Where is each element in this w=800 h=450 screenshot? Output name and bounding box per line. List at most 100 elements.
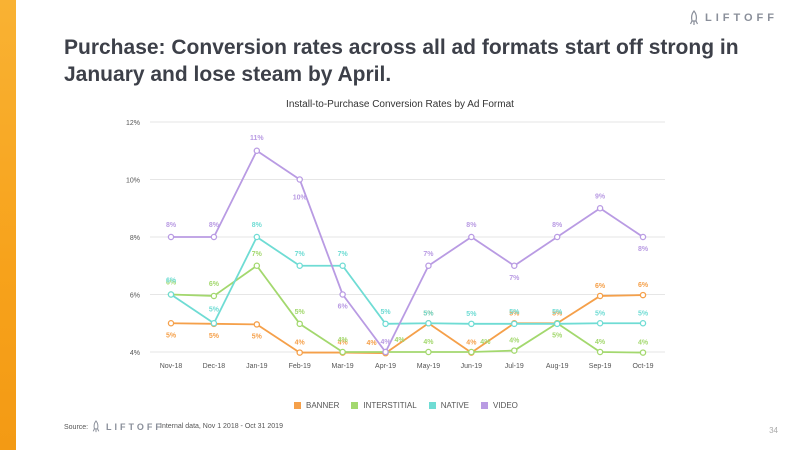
- data-point-video: [253, 147, 261, 154]
- y-tick-label: 8%: [130, 235, 140, 242]
- data-label-video: 8%: [466, 222, 477, 229]
- x-tick-label: Dec-18: [203, 363, 226, 370]
- data-label-native: 5%: [552, 309, 563, 316]
- y-tick-label: 4%: [130, 350, 140, 357]
- data-label-interstitial: 5%: [552, 332, 563, 339]
- y-tick-label: 10%: [126, 178, 140, 185]
- data-point-interstitial: [468, 348, 475, 356]
- legend-item-native: NATIVE: [428, 401, 469, 410]
- legend-swatch: [428, 402, 436, 409]
- data-label-native: 5%: [638, 310, 649, 317]
- data-point-interstitial: [210, 292, 218, 300]
- data-label-native: 5%: [209, 306, 220, 313]
- y-tick-label: 12%: [126, 120, 140, 127]
- data-label-banner: 5%: [509, 310, 520, 317]
- data-label-video: 8%: [209, 222, 220, 229]
- source-text: Internal data, Nov 1 2018 - Oct 31 2019: [160, 423, 283, 430]
- legend-item-banner: BANNER: [294, 401, 339, 410]
- data-label-native: 5%: [466, 311, 477, 318]
- data-label-banner: 4%: [295, 340, 306, 347]
- x-tick-label: Jun-19: [461, 363, 483, 370]
- data-label-banner: 5%: [552, 310, 563, 317]
- data-label-interstitial: 5%: [295, 309, 306, 316]
- data-label-video: 6%: [338, 304, 349, 311]
- rocket-icon: [689, 10, 699, 25]
- data-label-native: 7%: [338, 251, 349, 258]
- x-tick-label: Feb-19: [289, 363, 311, 370]
- data-label-video: 7%: [423, 251, 434, 258]
- data-point-banner: [253, 321, 261, 328]
- data-point-video: [425, 262, 432, 269]
- data-point-video: [210, 233, 218, 241]
- chart-legend: BANNER INTERSTITIAL NATIVE VIDEO: [294, 401, 518, 410]
- data-label-native: 5%: [595, 310, 606, 317]
- data-label-interstitial: 4%: [480, 339, 491, 346]
- legend-swatch: [351, 402, 359, 409]
- x-tick-label: Mar-19: [332, 363, 354, 370]
- legend-swatch: [481, 402, 488, 409]
- data-label-banner: 5%: [209, 333, 220, 340]
- data-point-video: [511, 262, 518, 269]
- data-label-banner: 4%: [366, 340, 377, 347]
- data-point-native: [167, 291, 175, 298]
- series-line-banner: [170, 294, 644, 355]
- data-label-banner: 5%: [423, 310, 434, 317]
- data-point-video: [339, 291, 346, 298]
- x-tick-label: Sep-19: [589, 363, 612, 370]
- series-line-native: [170, 236, 643, 325]
- data-point-banner: [296, 349, 303, 356]
- data-point-interstitial: [425, 348, 432, 356]
- x-tick-label: May-19: [417, 363, 440, 370]
- data-point-native: [210, 319, 218, 327]
- data-point-banner: [167, 319, 175, 327]
- legend-label: INTERSTITIAL: [363, 401, 417, 410]
- data-label-video: 11%: [250, 135, 264, 142]
- data-label-banner: 4%: [338, 340, 349, 347]
- data-point-native: [468, 320, 475, 328]
- page-number: 34: [769, 426, 778, 435]
- data-label-interstitial: 4%: [509, 338, 520, 345]
- data-label-video: 8%: [166, 222, 177, 229]
- chart-title: Install-to-Purchase Conversion Rates by …: [286, 99, 514, 110]
- source-logo: LIFTOFF: [92, 420, 164, 433]
- data-label-video: 10%: [293, 195, 308, 202]
- x-tick-label: Nov-18: [160, 363, 183, 370]
- data-label-video: 9%: [595, 193, 606, 200]
- data-label-interstitial: 4%: [595, 339, 606, 346]
- source-logo-name: LIFTOFF: [106, 421, 164, 432]
- data-label-banner: 5%: [252, 333, 263, 340]
- accent-bar: [0, 0, 16, 450]
- data-point-video: [468, 233, 475, 241]
- data-point-interstitial: [639, 349, 647, 356]
- data-label-banner: 6%: [638, 282, 649, 289]
- data-label-native: 5%: [380, 309, 391, 316]
- series-line-interstitial: [170, 264, 644, 354]
- data-point-native: [639, 319, 647, 327]
- data-point-native: [511, 320, 518, 328]
- data-label-video: 4%: [380, 339, 391, 346]
- data-label-video: 7%: [509, 275, 520, 282]
- data-label-native: 6%: [166, 278, 177, 285]
- data-point-interstitial: [296, 320, 303, 328]
- data-point-video: [296, 176, 303, 183]
- data-point-video: [167, 233, 175, 241]
- y-tick-label: 6%: [130, 293, 140, 300]
- data-point-banner: [639, 291, 647, 299]
- page-title: Purchase: Conversion rates across all ad…: [64, 36, 739, 86]
- data-point-native: [339, 262, 346, 269]
- data-point-video: [639, 233, 647, 241]
- data-point-native: [253, 233, 261, 241]
- data-point-interstitial: [253, 262, 261, 269]
- data-label-interstitial: 6%: [209, 281, 220, 288]
- data-label-native: 7%: [295, 251, 306, 258]
- data-label-banner: 4%: [466, 340, 477, 347]
- data-point-video: [596, 204, 604, 212]
- data-point-native: [425, 319, 432, 327]
- data-point-native: [296, 262, 303, 269]
- x-tick-label: Aug-19: [546, 363, 569, 370]
- x-tick-label: Oct-19: [632, 363, 653, 370]
- legend-label: BANNER: [306, 401, 340, 410]
- data-label-native: 5%: [423, 310, 434, 317]
- data-label-interstitial: 7%: [252, 251, 263, 258]
